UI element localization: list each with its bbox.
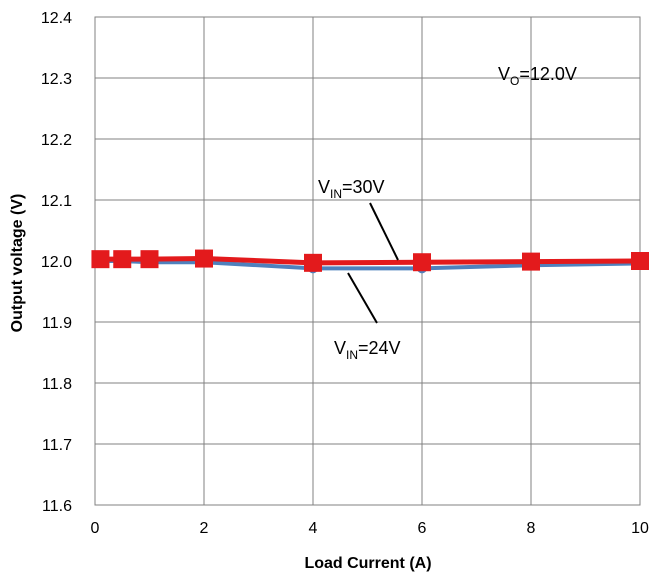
x-tick-label: 2 [200, 520, 209, 537]
data-point [631, 252, 649, 270]
x-tick-label: 8 [527, 520, 536, 537]
data-point [413, 253, 431, 272]
data-point [91, 250, 110, 269]
data-point [113, 250, 132, 269]
x-tick-label: 10 [631, 520, 649, 537]
data-point [195, 249, 213, 268]
y-tick-label: 12.0 [41, 254, 72, 271]
x-tick-label: 6 [418, 520, 427, 537]
leader-vin-30v [369, 202, 399, 261]
y-axis-title: Output voltage (V) [9, 194, 26, 333]
x-tick-labels: 0 2 4 6 8 10 [91, 520, 649, 537]
series-vin-30v [91, 249, 649, 272]
y-tick-label: 11.6 [42, 498, 72, 515]
data-point [304, 253, 322, 272]
annotation-vin-24: VIN=24V [334, 338, 401, 362]
y-tick-labels: 11.6 11.7 11.8 11.9 12.0 12.1 12.2 12.3 12.4 [41, 10, 72, 515]
leader-vin-24v [347, 272, 378, 324]
x-tick-label: 4 [309, 520, 318, 537]
y-tick-label: 12.2 [41, 132, 72, 149]
y-tick-label: 12.4 [41, 10, 72, 27]
annotation-leaders [347, 202, 399, 324]
y-tick-label: 11.8 [42, 376, 72, 393]
annotation-vo: VO=12.0V [498, 64, 577, 88]
annotation-vin-30: VIN=30V [318, 177, 385, 201]
y-tick-label: 12.1 [41, 193, 72, 210]
y-tick-label: 11.9 [42, 315, 72, 332]
x-axis-title: Load Current (A) [304, 555, 431, 572]
data-point [140, 250, 159, 269]
data-point [522, 252, 540, 271]
x-tick-label: 0 [91, 520, 100, 537]
series-layer [91, 249, 649, 274]
y-tick-label: 12.3 [41, 71, 72, 88]
y-tick-label: 11.7 [42, 437, 72, 454]
